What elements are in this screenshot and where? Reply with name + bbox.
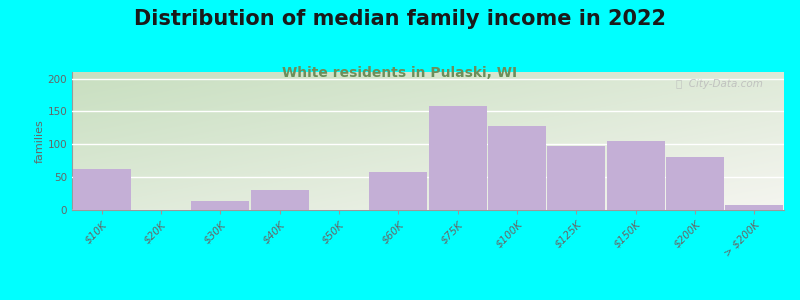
Bar bbox=[726, 205, 783, 210]
Y-axis label: families: families bbox=[34, 119, 45, 163]
Bar bbox=[73, 169, 130, 210]
Bar bbox=[191, 202, 250, 210]
Text: ⓘ  City-Data.com: ⓘ City-Data.com bbox=[676, 79, 762, 89]
Bar bbox=[429, 106, 486, 210]
Text: White residents in Pulaski, WI: White residents in Pulaski, WI bbox=[282, 66, 518, 80]
Bar bbox=[606, 141, 665, 210]
Bar bbox=[488, 126, 546, 210]
Text: Distribution of median family income in 2022: Distribution of median family income in … bbox=[134, 9, 666, 29]
Bar bbox=[547, 146, 606, 210]
Bar bbox=[666, 158, 724, 210]
Bar bbox=[250, 190, 309, 210]
Bar bbox=[370, 172, 427, 210]
